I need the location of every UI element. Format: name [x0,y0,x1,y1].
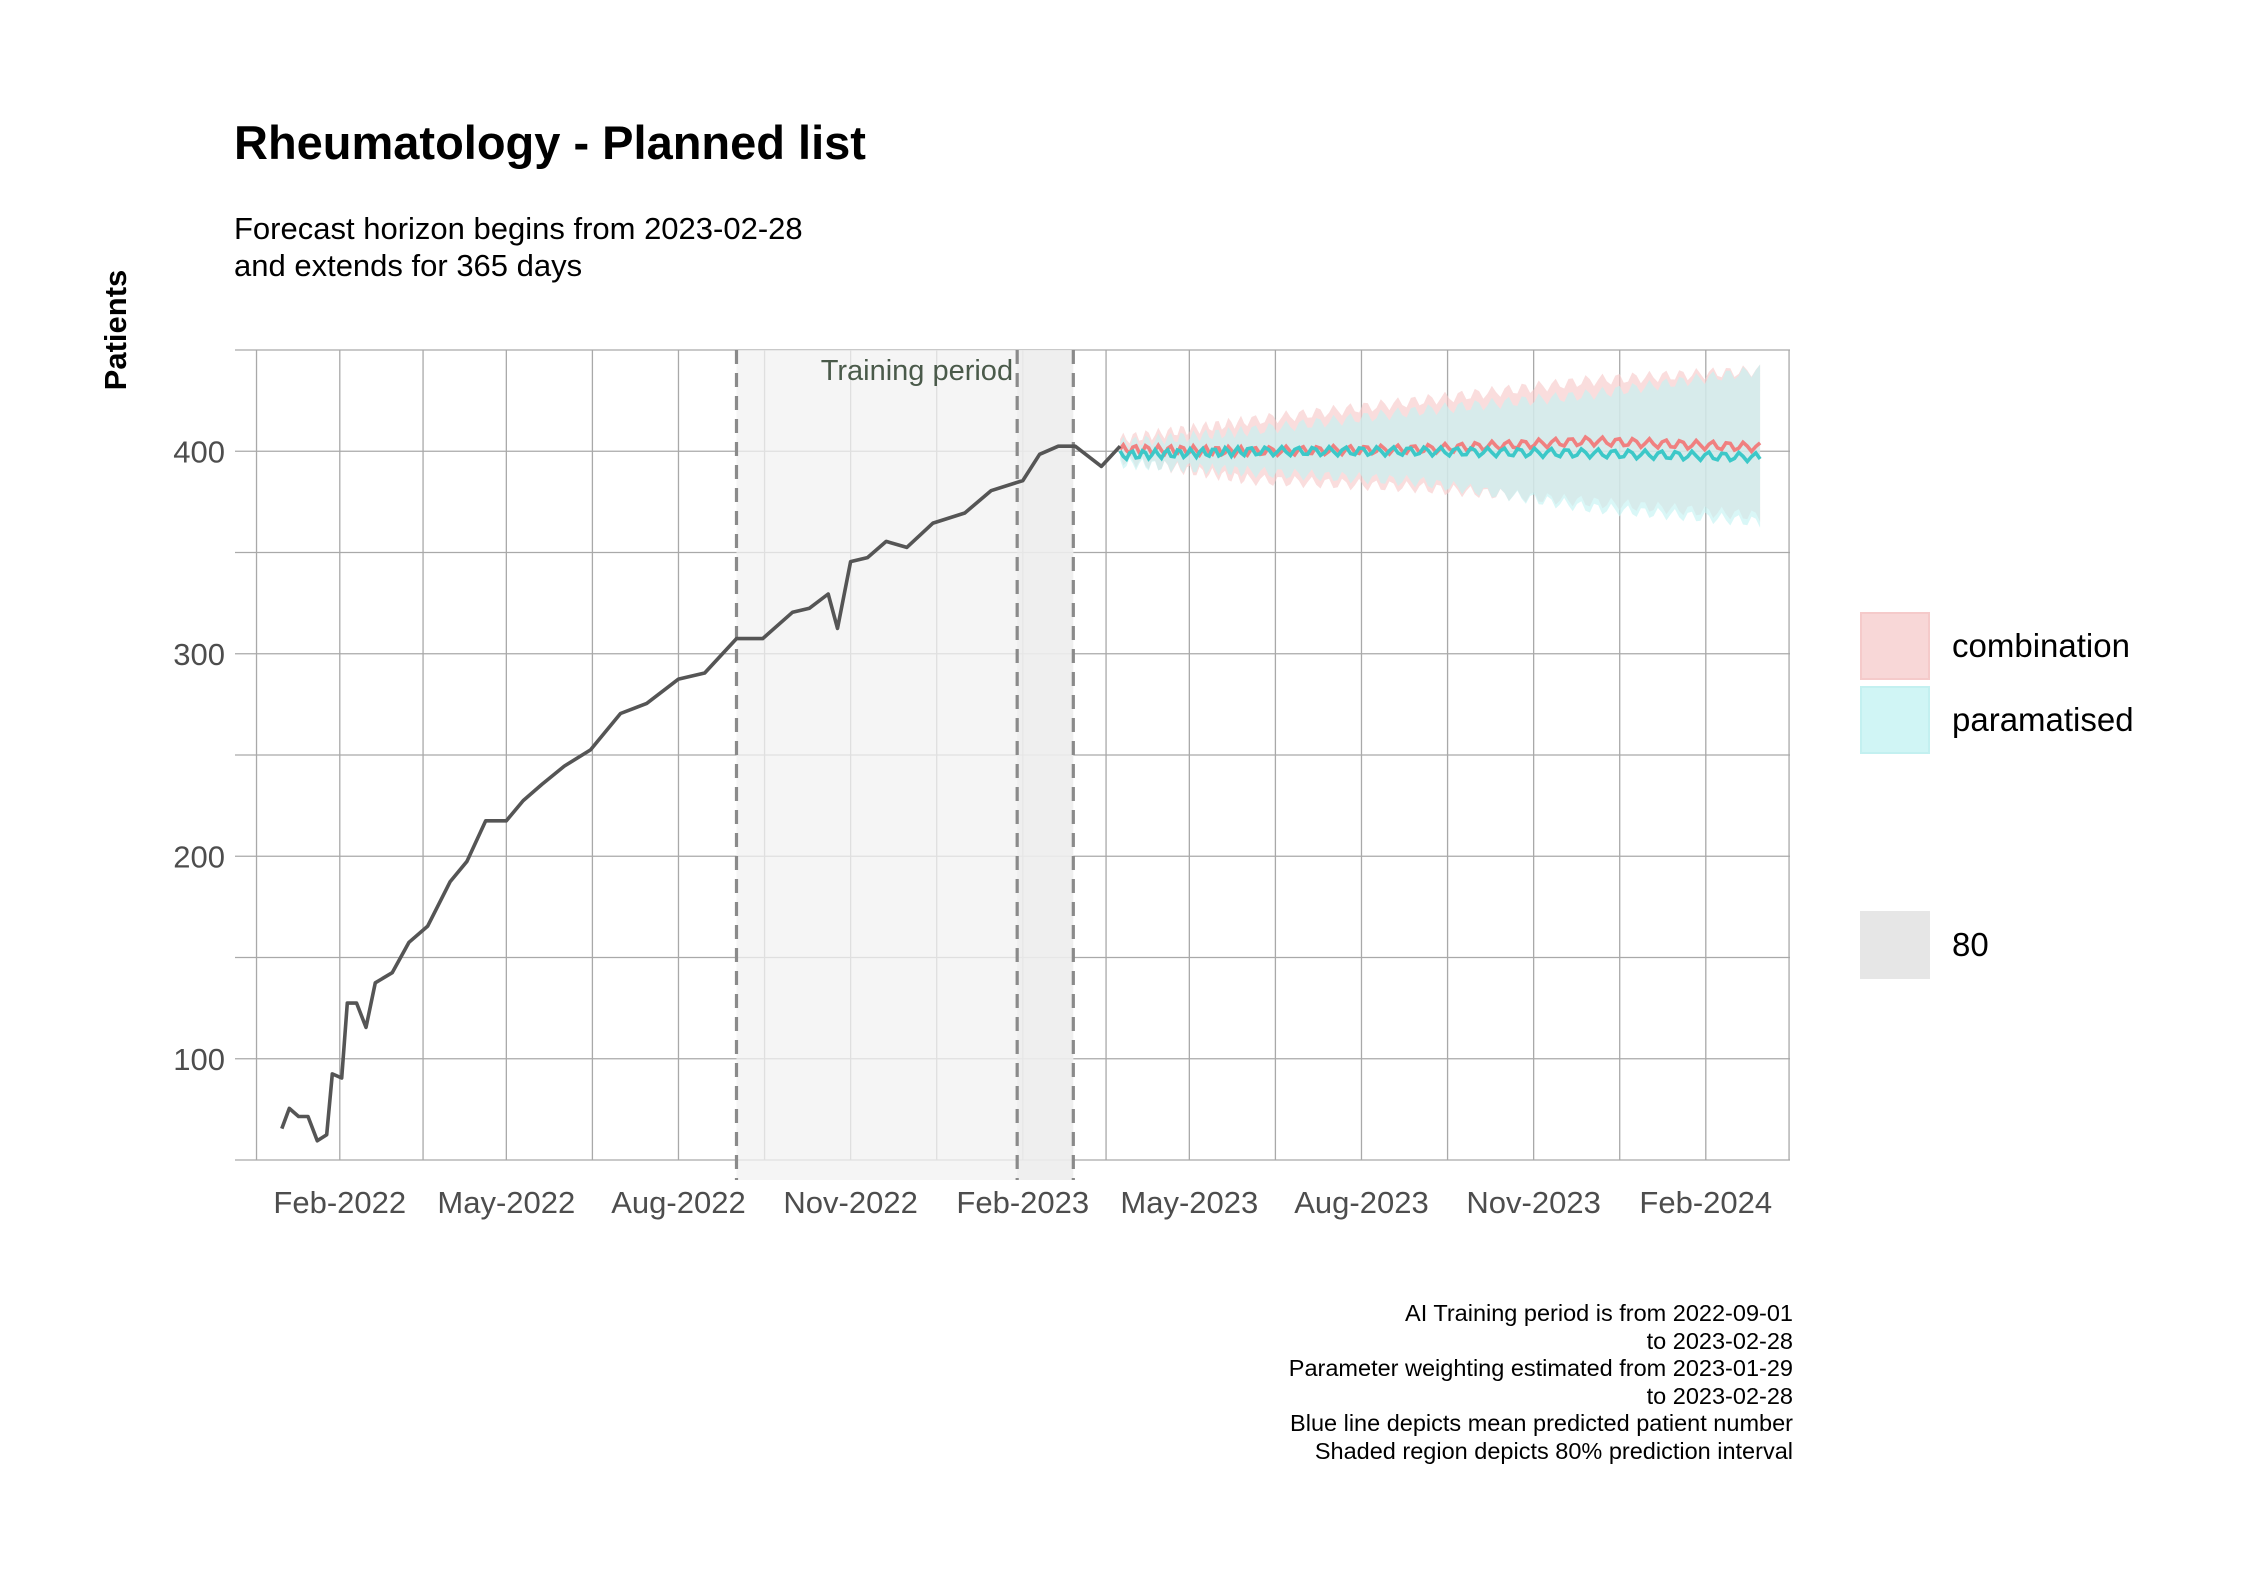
x-tick-label: May-2023 [1120,1185,1258,1220]
series-lines [280,434,1762,1143]
x-tick-label: Nov-2023 [1466,1185,1600,1220]
x-tick-label: Feb-2023 [956,1185,1089,1220]
legend-swatch-combination [1860,612,1930,680]
y-tick-label: 400 [173,434,225,469]
chart-caption: AI Training period is from 2022-09-01 to… [1289,1300,1793,1465]
caption-line-6: Shaded region depicts 80% prediction int… [1314,1437,1793,1464]
legend-item-paramatised: paramatised [1860,686,2134,754]
caption-line-5: Blue line depicts mean predicted patient… [1290,1410,1793,1436]
legend-item-combination: combination [1860,612,2130,680]
x-tick-label: Feb-2024 [1639,1185,1772,1220]
axis-labels: 100 200 300 400 Feb-2022 May-2022 Aug-2022 Nov-… [173,434,1772,1220]
legend-label-paramatised: paramatised [1952,701,2134,738]
x-tick-label: May-2022 [437,1185,575,1220]
line-paramatised [1118,443,1762,465]
x-tick-label: Nov-2022 [783,1185,917,1220]
training-period-label: Training period [821,355,1013,387]
x-tick-label: Aug-2022 [611,1185,745,1220]
subtitle-line-2: and extends for 365 days [234,248,583,283]
line-observed [280,444,1122,1143]
y-tick-label: 200 [173,839,225,874]
y-tick-label: 100 [173,1042,225,1077]
caption-line-3: Parameter weighting estimated from 2023-… [1288,1355,1793,1381]
caption-line-4: to 2023-02-28 [1646,1382,1793,1409]
chart-subtitle: Forecast horizon begins from 2023-02-28 … [234,210,803,284]
x-tick-label: Aug-2023 [1294,1185,1428,1220]
y-tick-label: 300 [173,637,225,672]
caption-line-2: to 2023-02-28 [1646,1327,1793,1354]
legend-swatch-80 [1860,911,1930,979]
chart-title: Rheumatology - Planned list [234,116,866,169]
legend-swatch-paramatised [1860,686,1930,754]
legend-label-combination: combination [1952,627,2130,664]
subtitle-line-1: Forecast horizon begins from 2023-02-28 [234,211,803,246]
caption-line-1: AI Training period is from 2022-09-01 [1405,1300,1793,1326]
legend-item-80: 80 [1860,911,1989,979]
legend-label-80: 80 [1952,926,1989,963]
x-tick-label: Feb-2022 [273,1185,406,1220]
period-shading: Training period [734,350,1075,1180]
weighting-period-shade [1017,350,1074,1180]
